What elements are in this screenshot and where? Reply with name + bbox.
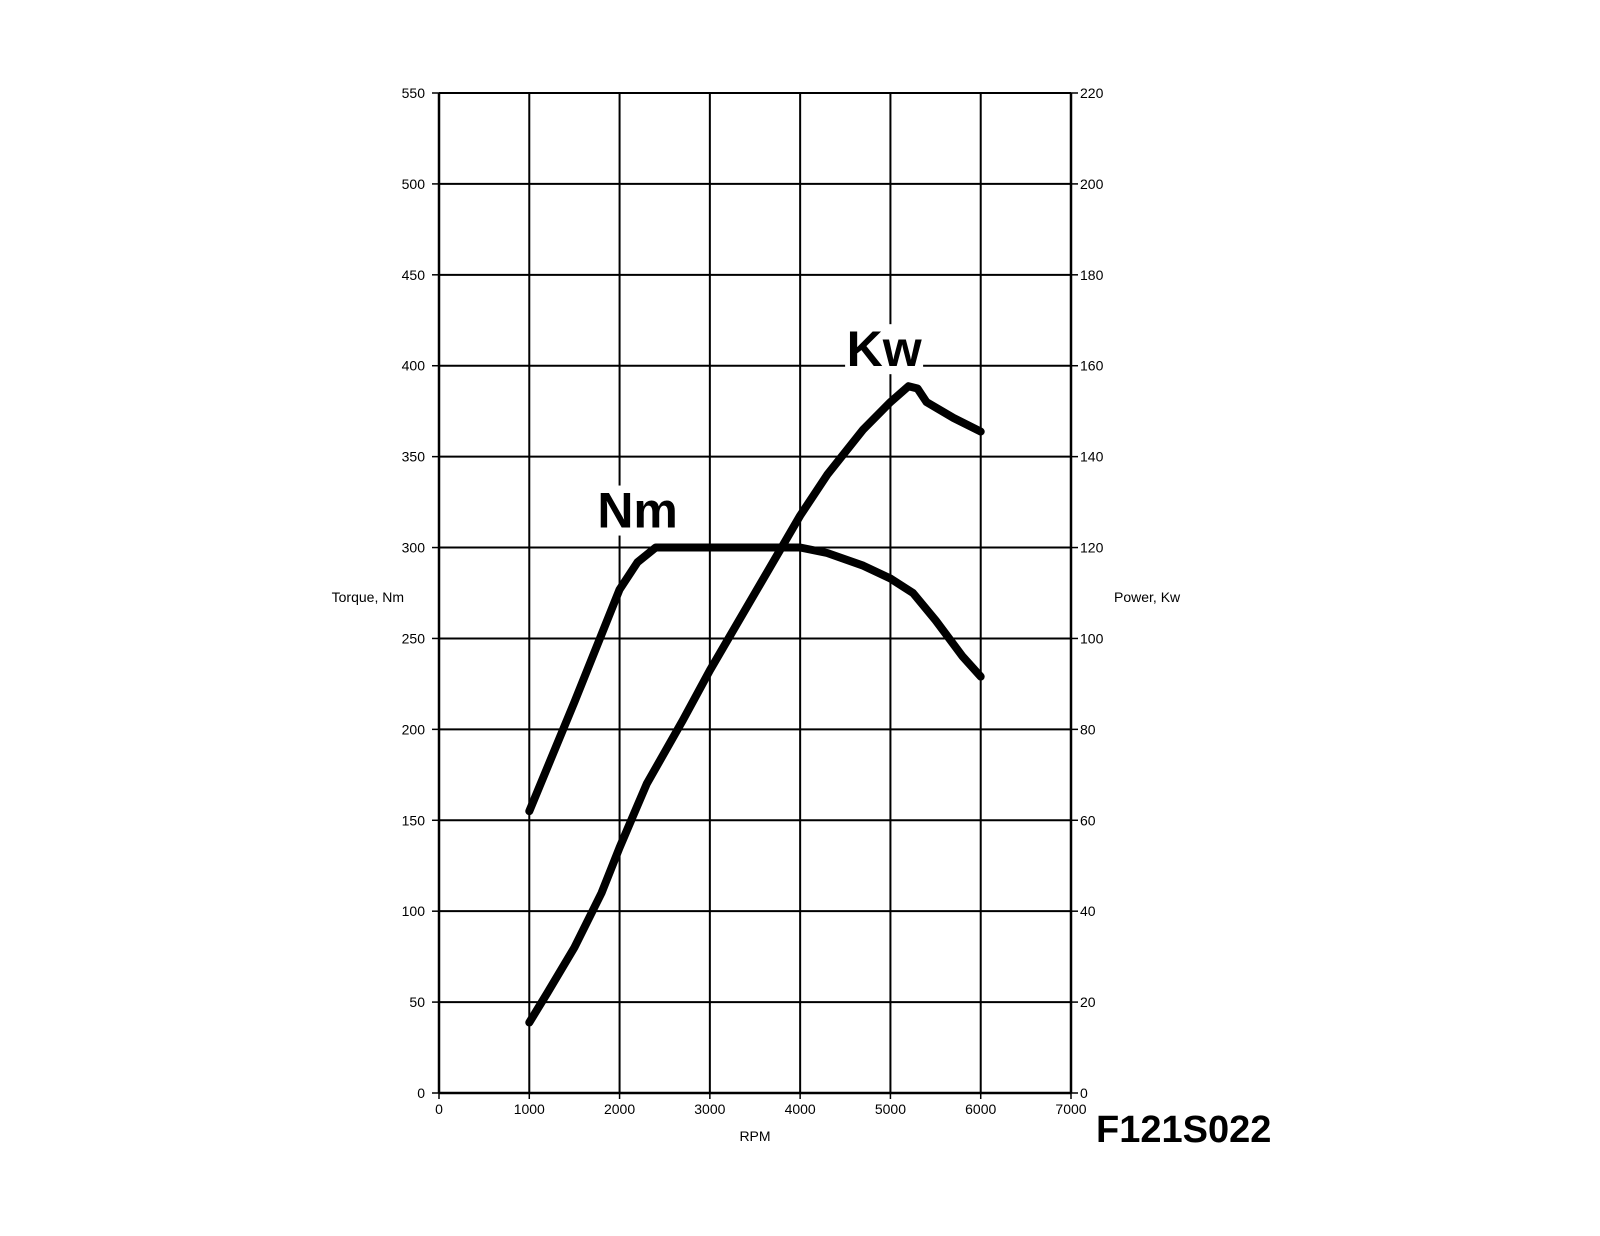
y-right-tick-label: 160 bbox=[1080, 358, 1104, 374]
y-right-axis-title: Power, Kw bbox=[1114, 589, 1181, 605]
x-tick-label: 1000 bbox=[514, 1101, 545, 1117]
x-tick-label: 4000 bbox=[785, 1101, 816, 1117]
x-tick-label: 7000 bbox=[1055, 1101, 1086, 1117]
series-label-background bbox=[845, 324, 924, 375]
series-line-kw bbox=[525, 382, 985, 1027]
chart-grid bbox=[439, 92, 1071, 1093]
y-left-tick-label: 400 bbox=[402, 358, 426, 374]
chart-series: Nm Kw bbox=[525, 321, 985, 1027]
y-left-tick-label: 300 bbox=[402, 540, 426, 556]
x-tick-label: 3000 bbox=[694, 1101, 725, 1117]
series-label-nm: Nm bbox=[597, 483, 678, 539]
y-left-tick-label: 250 bbox=[402, 630, 426, 646]
figure-code: F121S022 bbox=[1096, 1109, 1271, 1151]
y-left-axis-title: Torque, Nm bbox=[332, 589, 404, 605]
series-label-kw: Kw bbox=[847, 321, 922, 377]
y-left-tick-label: 0 bbox=[417, 1085, 425, 1101]
y-right-tick-label: 40 bbox=[1080, 903, 1096, 919]
y-left-tick-label: 100 bbox=[402, 903, 426, 919]
x-axis-title: RPM bbox=[739, 1128, 770, 1144]
y-right-tick-label: 60 bbox=[1080, 812, 1096, 828]
y-left-tick-label: 200 bbox=[402, 721, 426, 737]
y-left-tick-label: 150 bbox=[402, 812, 426, 828]
x-tick-label: 6000 bbox=[965, 1101, 996, 1117]
y-right-tick-label: 200 bbox=[1080, 176, 1104, 192]
y-left-tick-label: 550 bbox=[402, 85, 426, 101]
axis-ticks: 0 1000 2000 3000 4000 5000 6000 700005010015020… bbox=[402, 85, 1104, 1117]
y-right-tick-label: 80 bbox=[1080, 721, 1096, 737]
y-right-tick-label: 20 bbox=[1080, 994, 1096, 1010]
x-tick-label: 0 bbox=[435, 1101, 443, 1117]
plot-frame bbox=[437, 93, 1073, 1095]
y-left-tick-label: 50 bbox=[409, 994, 425, 1010]
y-left-tick-label: 450 bbox=[402, 267, 426, 283]
x-tick-label: 2000 bbox=[604, 1101, 635, 1117]
y-right-tick-label: 220 bbox=[1080, 85, 1104, 101]
y-left-tick-label: 500 bbox=[402, 176, 426, 192]
y-right-tick-label: 0 bbox=[1080, 1085, 1088, 1101]
x-tick-label: 5000 bbox=[875, 1101, 906, 1117]
y-right-tick-label: 180 bbox=[1080, 267, 1104, 283]
series-label-background bbox=[598, 485, 677, 536]
y-left-tick-label: 350 bbox=[402, 449, 426, 465]
y-right-tick-label: 120 bbox=[1080, 540, 1104, 556]
y-right-tick-label: 140 bbox=[1080, 449, 1104, 465]
y-right-tick-label: 100 bbox=[1080, 630, 1104, 646]
